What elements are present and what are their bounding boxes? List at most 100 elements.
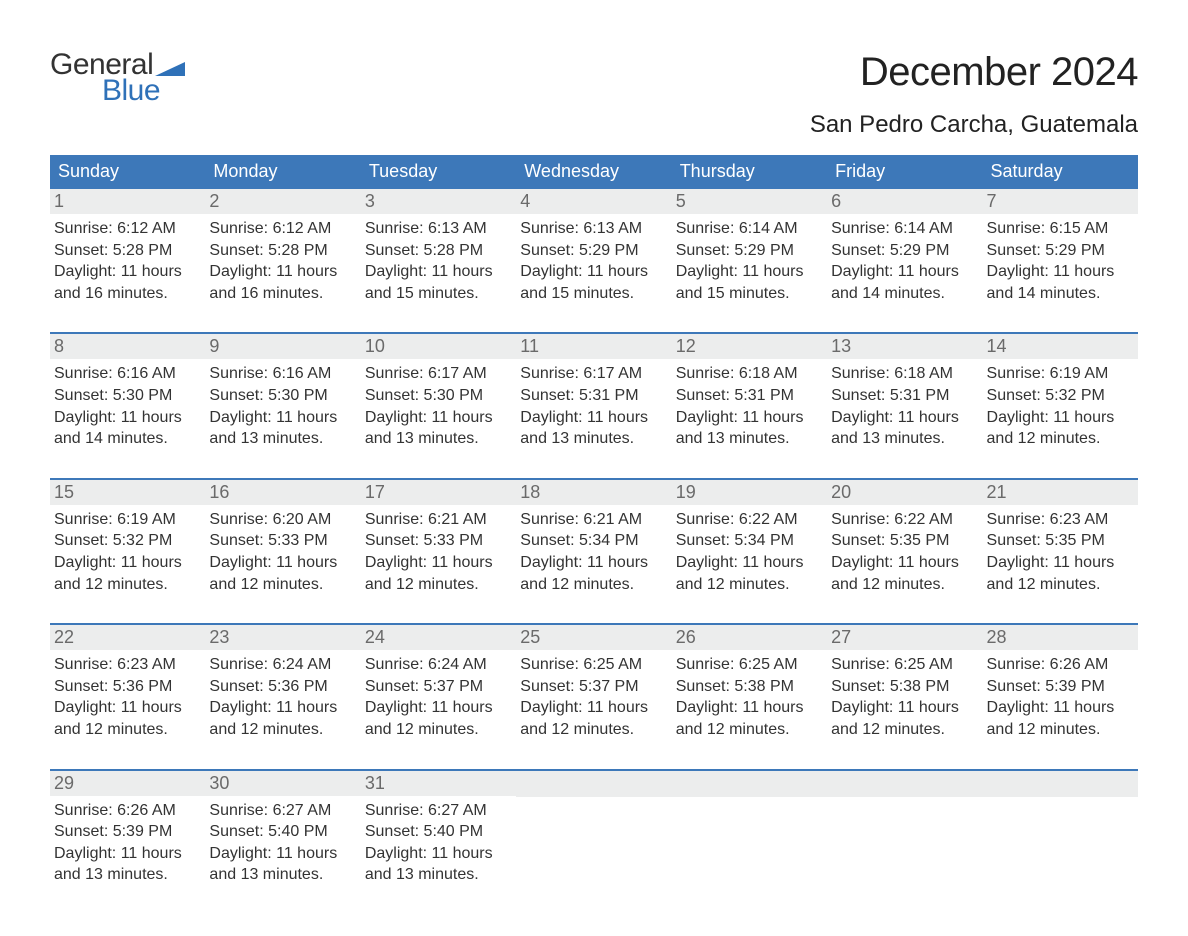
sunset-line: Sunset: 5:30 PM — [365, 385, 512, 407]
day-number: 6 — [827, 189, 982, 214]
logo-text-blue: Blue — [102, 76, 185, 106]
daylight-line-1: Daylight: 11 hours — [676, 261, 823, 283]
sunset-line: Sunset: 5:37 PM — [520, 676, 667, 698]
sunset-line: Sunset: 5:36 PM — [209, 676, 356, 698]
day-number: 7 — [983, 189, 1138, 214]
sunset-line: Sunset: 5:34 PM — [676, 530, 823, 552]
sunrise-line: Sunrise: 6:14 AM — [676, 218, 823, 240]
day-cell: 17Sunrise: 6:21 AMSunset: 5:33 PMDayligh… — [361, 480, 516, 595]
sunrise-line: Sunrise: 6:17 AM — [365, 363, 512, 385]
sunset-line: Sunset: 5:38 PM — [831, 676, 978, 698]
daylight-line-2: and 12 minutes. — [365, 719, 512, 741]
daylight-line-1: Daylight: 11 hours — [209, 407, 356, 429]
sunrise-line: Sunrise: 6:18 AM — [831, 363, 978, 385]
day-cell: 15Sunrise: 6:19 AMSunset: 5:32 PMDayligh… — [50, 480, 205, 595]
daylight-line-1: Daylight: 11 hours — [365, 261, 512, 283]
sunset-line: Sunset: 5:39 PM — [54, 821, 201, 843]
sunset-line: Sunset: 5:37 PM — [365, 676, 512, 698]
day-cell: 30Sunrise: 6:27 AMSunset: 5:40 PMDayligh… — [205, 771, 360, 886]
weekday-header: Tuesday — [361, 155, 516, 189]
sunset-line: Sunset: 5:40 PM — [209, 821, 356, 843]
sunrise-line: Sunrise: 6:26 AM — [54, 800, 201, 822]
week-row: 15Sunrise: 6:19 AMSunset: 5:32 PMDayligh… — [50, 478, 1138, 595]
daylight-line-2: and 15 minutes. — [676, 283, 823, 305]
day-number: 1 — [50, 189, 205, 214]
sunrise-line: Sunrise: 6:18 AM — [676, 363, 823, 385]
daylight-line-2: and 13 minutes. — [209, 864, 356, 886]
empty-day-bar — [827, 771, 982, 797]
daylight-line-2: and 12 minutes. — [54, 574, 201, 596]
daylight-line-2: and 13 minutes. — [365, 864, 512, 886]
day-number: 28 — [983, 625, 1138, 650]
sunrise-line: Sunrise: 6:21 AM — [520, 509, 667, 531]
day-cell: 27Sunrise: 6:25 AMSunset: 5:38 PMDayligh… — [827, 625, 982, 740]
day-cell: 20Sunrise: 6:22 AMSunset: 5:35 PMDayligh… — [827, 480, 982, 595]
weekday-header-row: Sunday Monday Tuesday Wednesday Thursday… — [50, 155, 1138, 189]
day-cell: 1Sunrise: 6:12 AMSunset: 5:28 PMDaylight… — [50, 189, 205, 304]
calendar: Sunday Monday Tuesday Wednesday Thursday… — [50, 155, 1138, 886]
day-cell: 24Sunrise: 6:24 AMSunset: 5:37 PMDayligh… — [361, 625, 516, 740]
week-row: 22Sunrise: 6:23 AMSunset: 5:36 PMDayligh… — [50, 623, 1138, 740]
day-cell: 2Sunrise: 6:12 AMSunset: 5:28 PMDaylight… — [205, 189, 360, 304]
daylight-line-1: Daylight: 11 hours — [209, 843, 356, 865]
sunset-line: Sunset: 5:31 PM — [520, 385, 667, 407]
daylight-line-1: Daylight: 11 hours — [209, 552, 356, 574]
daylight-line-1: Daylight: 11 hours — [520, 407, 667, 429]
sunset-line: Sunset: 5:32 PM — [54, 530, 201, 552]
sunrise-line: Sunrise: 6:22 AM — [831, 509, 978, 531]
sunset-line: Sunset: 5:33 PM — [209, 530, 356, 552]
sunrise-line: Sunrise: 6:17 AM — [520, 363, 667, 385]
week-row: 8Sunrise: 6:16 AMSunset: 5:30 PMDaylight… — [50, 332, 1138, 449]
sunset-line: Sunset: 5:30 PM — [54, 385, 201, 407]
sunrise-line: Sunrise: 6:23 AM — [54, 654, 201, 676]
daylight-line-2: and 14 minutes. — [987, 283, 1134, 305]
empty-day-bar — [516, 771, 671, 797]
day-cell: 13Sunrise: 6:18 AMSunset: 5:31 PMDayligh… — [827, 334, 982, 449]
sunset-line: Sunset: 5:28 PM — [365, 240, 512, 262]
sunrise-line: Sunrise: 6:16 AM — [209, 363, 356, 385]
daylight-line-1: Daylight: 11 hours — [365, 843, 512, 865]
daylight-line-1: Daylight: 11 hours — [831, 261, 978, 283]
sunrise-line: Sunrise: 6:15 AM — [987, 218, 1134, 240]
daylight-line-1: Daylight: 11 hours — [520, 552, 667, 574]
sunrise-line: Sunrise: 6:20 AM — [209, 509, 356, 531]
location-title: San Pedro Carcha, Guatemala — [810, 111, 1138, 139]
daylight-line-1: Daylight: 11 hours — [987, 261, 1134, 283]
sunrise-line: Sunrise: 6:26 AM — [987, 654, 1134, 676]
day-cell: 25Sunrise: 6:25 AMSunset: 5:37 PMDayligh… — [516, 625, 671, 740]
daylight-line-1: Daylight: 11 hours — [520, 697, 667, 719]
daylight-line-2: and 14 minutes. — [54, 428, 201, 450]
day-cell: 16Sunrise: 6:20 AMSunset: 5:33 PMDayligh… — [205, 480, 360, 595]
sunrise-line: Sunrise: 6:19 AM — [987, 363, 1134, 385]
daylight-line-1: Daylight: 11 hours — [987, 697, 1134, 719]
day-cell: 31Sunrise: 6:27 AMSunset: 5:40 PMDayligh… — [361, 771, 516, 886]
daylight-line-2: and 12 minutes. — [209, 719, 356, 741]
daylight-line-2: and 16 minutes. — [209, 283, 356, 305]
day-cell: 12Sunrise: 6:18 AMSunset: 5:31 PMDayligh… — [672, 334, 827, 449]
sunrise-line: Sunrise: 6:25 AM — [520, 654, 667, 676]
day-number: 2 — [205, 189, 360, 214]
week-row: 29Sunrise: 6:26 AMSunset: 5:39 PMDayligh… — [50, 769, 1138, 886]
daylight-line-2: and 12 minutes. — [831, 719, 978, 741]
daylight-line-2: and 13 minutes. — [365, 428, 512, 450]
daylight-line-1: Daylight: 11 hours — [520, 261, 667, 283]
sunrise-line: Sunrise: 6:21 AM — [365, 509, 512, 531]
weekday-header: Wednesday — [516, 155, 671, 189]
daylight-line-2: and 15 minutes. — [520, 283, 667, 305]
empty-day-bar — [672, 771, 827, 797]
sunrise-line: Sunrise: 6:23 AM — [987, 509, 1134, 531]
daylight-line-1: Daylight: 11 hours — [831, 552, 978, 574]
sunrise-line: Sunrise: 6:12 AM — [54, 218, 201, 240]
day-number: 31 — [361, 771, 516, 796]
daylight-line-2: and 12 minutes. — [987, 574, 1134, 596]
daylight-line-1: Daylight: 11 hours — [365, 697, 512, 719]
day-cell — [672, 771, 827, 886]
day-cell: 23Sunrise: 6:24 AMSunset: 5:36 PMDayligh… — [205, 625, 360, 740]
sunrise-line: Sunrise: 6:27 AM — [209, 800, 356, 822]
daylight-line-2: and 13 minutes. — [54, 864, 201, 886]
day-number: 20 — [827, 480, 982, 505]
sunset-line: Sunset: 5:28 PM — [209, 240, 356, 262]
day-cell — [516, 771, 671, 886]
day-cell: 3Sunrise: 6:13 AMSunset: 5:28 PMDaylight… — [361, 189, 516, 304]
daylight-line-2: and 12 minutes. — [987, 428, 1134, 450]
